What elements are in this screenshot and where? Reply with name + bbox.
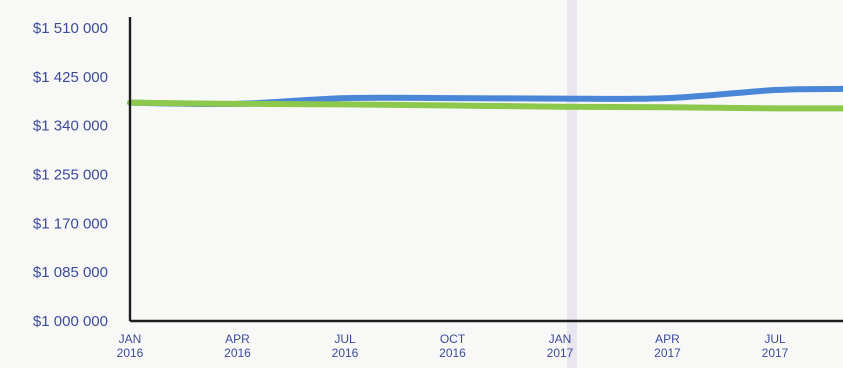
x-tick-month-label: JUL: [334, 332, 356, 346]
x-axis: JAN2016APR2016JUL2016OCT2016JAN2017APR20…: [117, 319, 843, 360]
y-tick-label: $1 425 000: [33, 69, 108, 86]
x-tick-month-label: APR: [225, 332, 250, 346]
x-tick-month-label: JAN: [549, 332, 572, 346]
y-tick-label: $1 000 000: [33, 313, 108, 330]
green-series-line: [127, 99, 843, 112]
x-tick-year-label: 2016: [332, 346, 359, 360]
x-tick-year-label: 2016: [224, 346, 251, 360]
y-axis: $1 510 000 $1 425 000 $1 340 000 $1 255 000…: [33, 17, 132, 330]
x-tick-year-label: 2017: [654, 346, 681, 360]
y-tick-label: $1 255 000: [33, 167, 108, 184]
x-tick-year-label: 2017: [762, 346, 789, 360]
x-tick-year-label: 2017: [547, 346, 574, 360]
y-tick-label: $1 170 000: [33, 215, 108, 232]
y-tick-label: $1 085 000: [33, 264, 108, 281]
x-tick-year-label: 2016: [439, 346, 466, 360]
y-tick-label: $1 510 000: [33, 20, 108, 37]
series-layer: [127, 85, 843, 112]
x-tick-month-label: JUL: [764, 332, 786, 346]
y-tick-label: $1 340 000: [33, 118, 108, 135]
page-fold: [567, 0, 577, 368]
x-tick-month-label: JAN: [119, 332, 142, 346]
x-tick-month-label: OCT: [440, 332, 466, 346]
x-tick-month-label: APR: [655, 332, 680, 346]
x-tick-year-label: 2016: [117, 346, 144, 360]
